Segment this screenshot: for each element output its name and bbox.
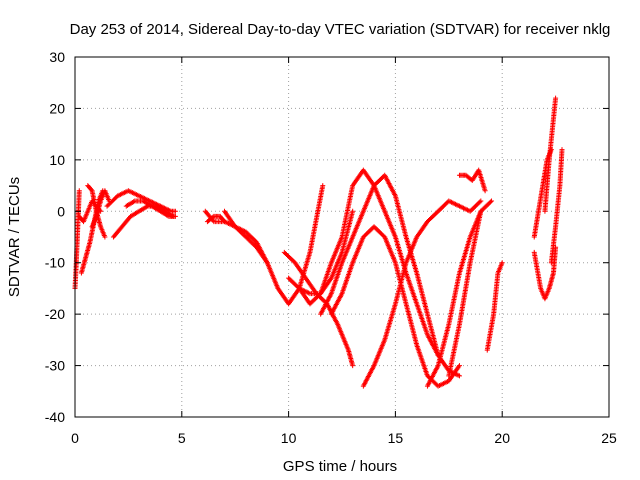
y-axis-label: SDTVAR / TECUs <box>6 177 23 297</box>
y-tick-label: -20 <box>45 306 65 322</box>
data-point <box>221 218 227 224</box>
data-point <box>222 219 228 225</box>
series-midday-2 <box>204 213 228 225</box>
data-point <box>559 147 565 153</box>
series-arc-a <box>281 249 356 369</box>
y-tick-label: 10 <box>49 152 65 168</box>
data-point <box>102 234 108 240</box>
data-points <box>72 95 565 389</box>
data-point <box>350 208 356 214</box>
data-point <box>172 208 178 214</box>
x-tick-label: 0 <box>71 430 79 446</box>
data-point <box>487 199 493 205</box>
y-tick-label: 20 <box>49 100 65 116</box>
data-point <box>482 188 488 194</box>
series-midday-3 <box>222 208 270 266</box>
series-late-2 <box>484 260 505 353</box>
data-point <box>76 188 82 194</box>
x-tick-label: 15 <box>388 430 404 446</box>
series-arc-e <box>328 224 462 389</box>
series-late-1 <box>456 167 488 194</box>
x-axis-label: GPS time / hours <box>283 458 397 475</box>
data-point <box>320 183 326 189</box>
series-night-4 <box>548 147 565 266</box>
series-morning-3 <box>123 198 178 219</box>
data-point <box>210 214 216 220</box>
data-point <box>499 260 505 266</box>
data-point <box>88 187 94 193</box>
data-point <box>489 198 495 204</box>
series-arc-h <box>446 198 495 379</box>
data-point <box>553 95 559 101</box>
x-tick-label: 20 <box>494 430 510 446</box>
y-tick-label: 0 <box>57 203 65 219</box>
series-early-1 <box>72 188 82 291</box>
data-point <box>456 373 462 379</box>
y-tick-label: -30 <box>45 358 65 374</box>
data-point <box>264 260 270 266</box>
data-point <box>478 198 484 204</box>
series-night-3 <box>542 95 559 214</box>
series-night-1 <box>531 244 559 302</box>
data-point <box>456 363 462 369</box>
x-tick-label: 5 <box>178 430 186 446</box>
data-point <box>477 199 483 205</box>
y-tick-label: 30 <box>49 49 65 65</box>
series-arc-f <box>360 198 484 389</box>
data-point <box>350 363 356 369</box>
y-tick-label: -10 <box>45 255 65 271</box>
series-early-5 <box>89 188 112 230</box>
series-arc-c <box>296 167 462 379</box>
plot-frame <box>74 56 610 418</box>
chart-title: Day 253 of 2014, Sidereal Day-to-day VTE… <box>70 21 611 38</box>
series-midday-1 <box>202 183 326 307</box>
axis-ticks: 0 5 10 15 20 25 -40 -30 -20 -10 0 10 20 30 <box>45 49 617 446</box>
x-tick-label: 10 <box>281 430 297 446</box>
x-tick-label: 25 <box>601 430 617 446</box>
y-tick-label: -40 <box>45 409 65 425</box>
series-arc-d <box>318 172 441 358</box>
data-point <box>172 213 178 219</box>
